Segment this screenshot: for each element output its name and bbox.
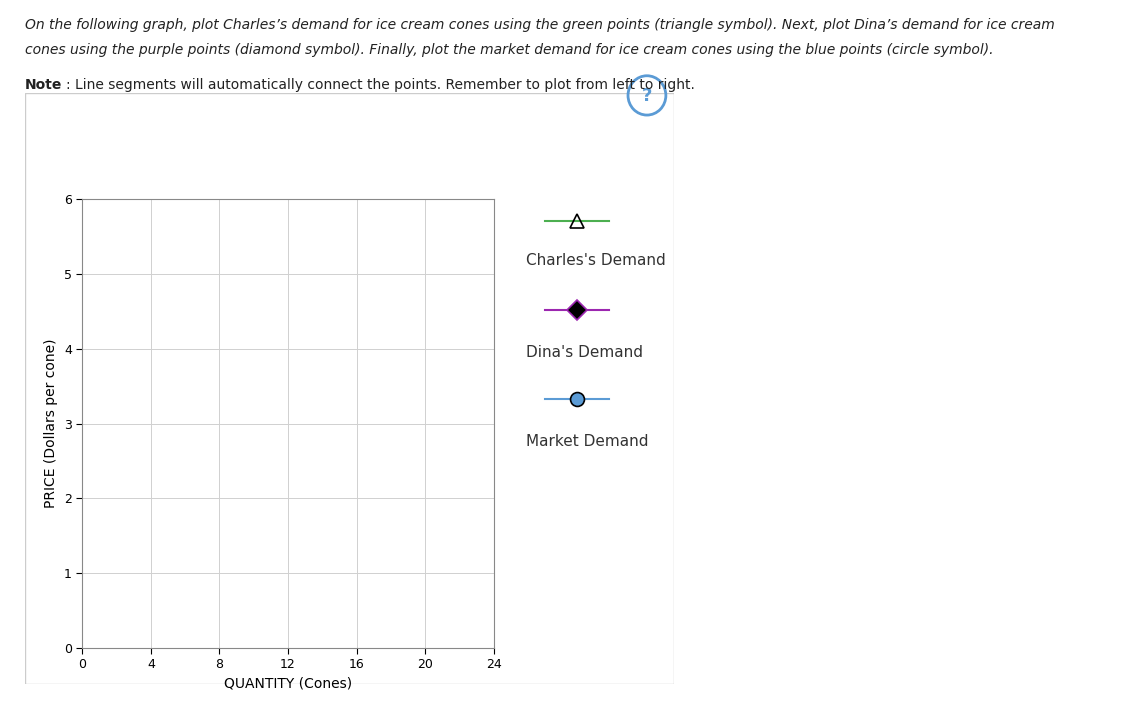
Text: : Line segments will automatically connect the points. Remember to plot from lef: : Line segments will automatically conne… (66, 78, 695, 93)
Text: ?: ? (641, 88, 653, 105)
Text: cones using the purple points (diamond symbol). Finally, plot the market demand : cones using the purple points (diamond s… (25, 43, 993, 57)
X-axis label: QUANTITY (Cones): QUANTITY (Cones) (224, 677, 352, 691)
Text: Market Demand: Market Demand (526, 434, 648, 449)
Text: Note: Note (25, 78, 63, 93)
Text: Dina's Demand: Dina's Demand (526, 345, 642, 360)
Text: On the following graph, plot Charles’s demand for ice cream cones using the gree: On the following graph, plot Charles’s d… (25, 18, 1055, 32)
Y-axis label: PRICE (Dollars per cone): PRICE (Dollars per cone) (45, 339, 58, 508)
Text: Charles's Demand: Charles's Demand (526, 253, 665, 268)
